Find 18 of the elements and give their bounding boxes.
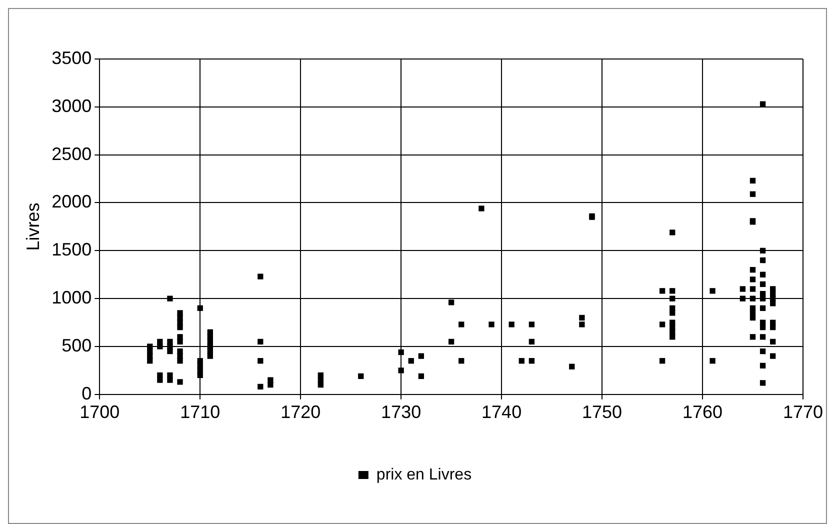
y-axis-title: Livres xyxy=(22,202,43,251)
y-tick-label: 0 xyxy=(82,383,92,404)
y-tick-label: 3000 xyxy=(52,96,92,116)
x-tick-label: 1740 xyxy=(482,402,522,422)
x-tick-label: 1720 xyxy=(280,402,321,422)
legend-label: prix en Livres xyxy=(376,466,472,484)
x-tick-label: 1700 xyxy=(80,402,120,422)
x-tick-label: 1750 xyxy=(582,402,622,422)
x-tick-label: 1760 xyxy=(682,402,723,422)
y-tick-label: 1500 xyxy=(52,240,92,260)
y-tick-label: 1000 xyxy=(52,288,92,308)
y-tick-label: 2000 xyxy=(52,192,92,212)
x-tick-label: 1710 xyxy=(180,402,220,422)
y-tick-label: 2500 xyxy=(52,144,92,164)
x-tick-label: 1730 xyxy=(381,402,422,422)
y-tick-label: 500 xyxy=(62,335,92,356)
x-tick-label: 1770 xyxy=(782,402,823,422)
y-tick-label: 3500 xyxy=(52,48,92,68)
